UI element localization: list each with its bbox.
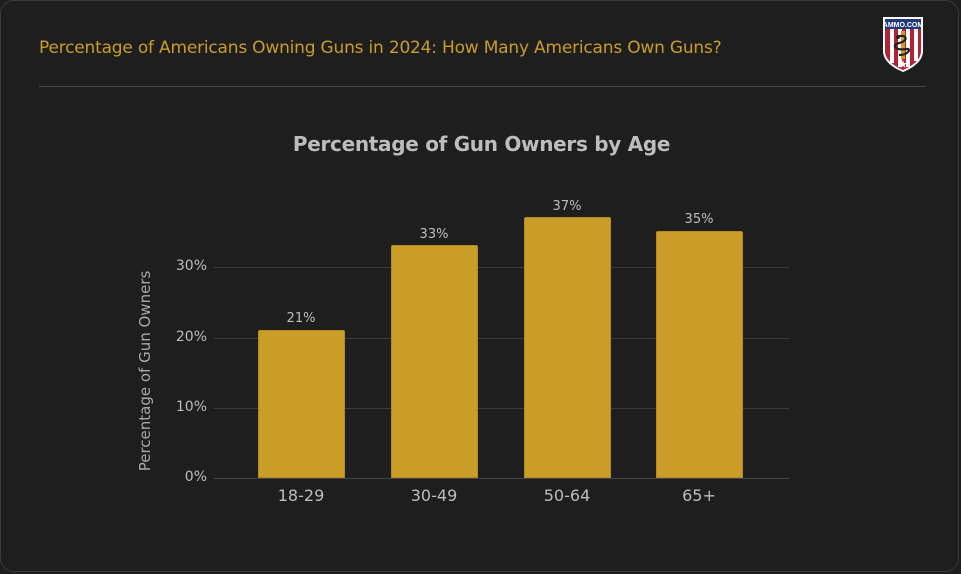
bar-65-plus — [656, 231, 743, 478]
gridline-20 — [214, 338, 789, 339]
bar-value-label: 37% — [552, 199, 582, 214]
y-axis-label: Percentage of Gun Owners — [136, 270, 154, 472]
header-divider — [39, 86, 925, 87]
bar-value-label: 21% — [286, 311, 316, 326]
x-tick-65-plus: 65+ — [682, 486, 716, 505]
page-title: Percentage of Americans Owning Guns in 2… — [39, 38, 722, 58]
gridline-10 — [214, 408, 789, 409]
y-tick-30: 30% — [175, 258, 207, 274]
x-tick-30-49: 30-49 — [410, 486, 458, 505]
ammo-logo-icon: AMMO.COM — [881, 15, 925, 73]
bar-30-49 — [391, 245, 478, 478]
y-tick-10: 10% — [175, 399, 207, 415]
bar-18-29 — [258, 330, 345, 478]
x-tick-18-29: 18-29 — [277, 486, 325, 505]
chart-title: Percentage of Gun Owners by Age — [292, 132, 671, 156]
x-tick-50-64: 50-64 — [543, 486, 591, 505]
bar-value-label: 35% — [684, 212, 714, 227]
svg-text:AMMO.COM: AMMO.COM — [883, 22, 924, 29]
gridline-0 — [214, 478, 789, 479]
bar-value-label: 33% — [419, 227, 449, 242]
gridline-30 — [214, 267, 789, 268]
bar-50-64 — [524, 217, 611, 478]
y-tick-20: 20% — [175, 329, 207, 345]
y-tick-0: 0% — [184, 469, 207, 485]
